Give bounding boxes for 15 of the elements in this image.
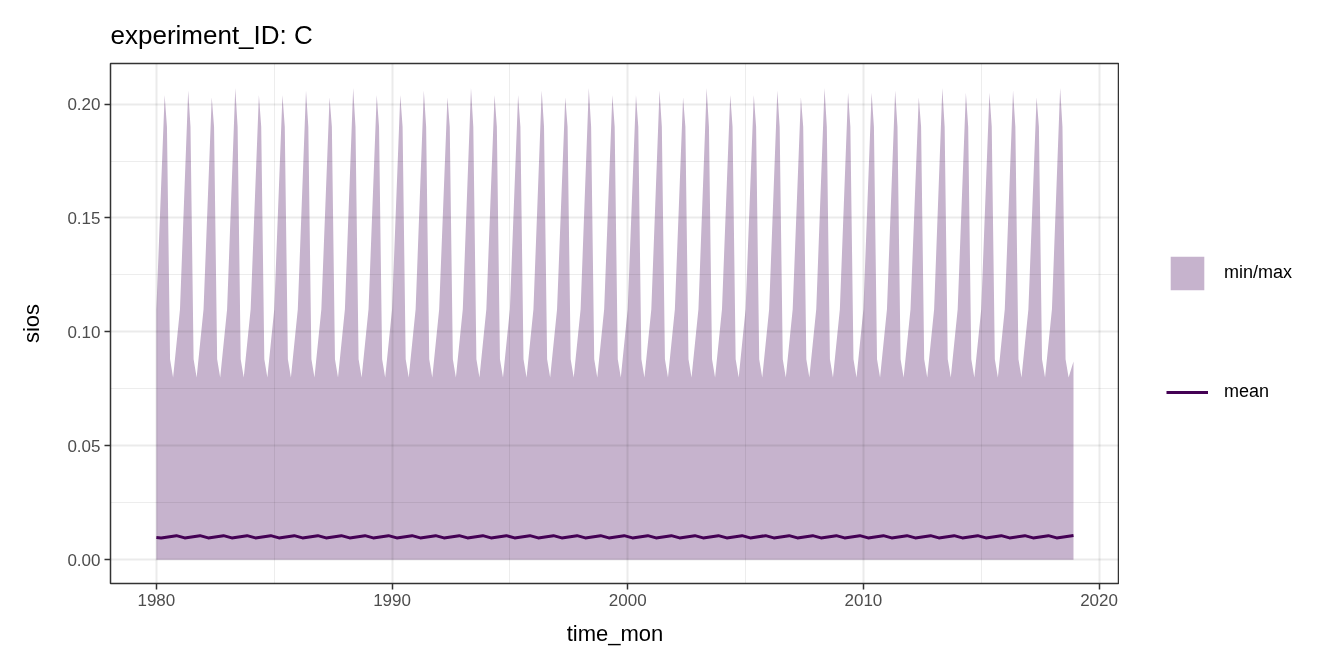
legend-label: min/max [1224, 261, 1293, 284]
y-tick-label: 0.05 [67, 436, 101, 456]
y-axis-title: sios [19, 303, 45, 344]
legend-label: mean [1224, 380, 1270, 403]
y-tick-label: 0.00 [67, 550, 101, 570]
x-tick-label: 1980 [137, 590, 176, 610]
x-tick-label: 2010 [844, 590, 883, 610]
y-tick-label: 0.20 [67, 95, 101, 115]
x-tick-label: 2000 [608, 590, 647, 610]
y-tick-label: 0.10 [67, 322, 101, 342]
x-axis-title: time_mon [566, 620, 664, 646]
x-tick-label: 1990 [373, 590, 411, 610]
x-tick-label: 2020 [1080, 590, 1118, 610]
y-tick-label: 0.15 [67, 209, 101, 228]
chart-title: experiment_ID: C [110, 19, 313, 50]
